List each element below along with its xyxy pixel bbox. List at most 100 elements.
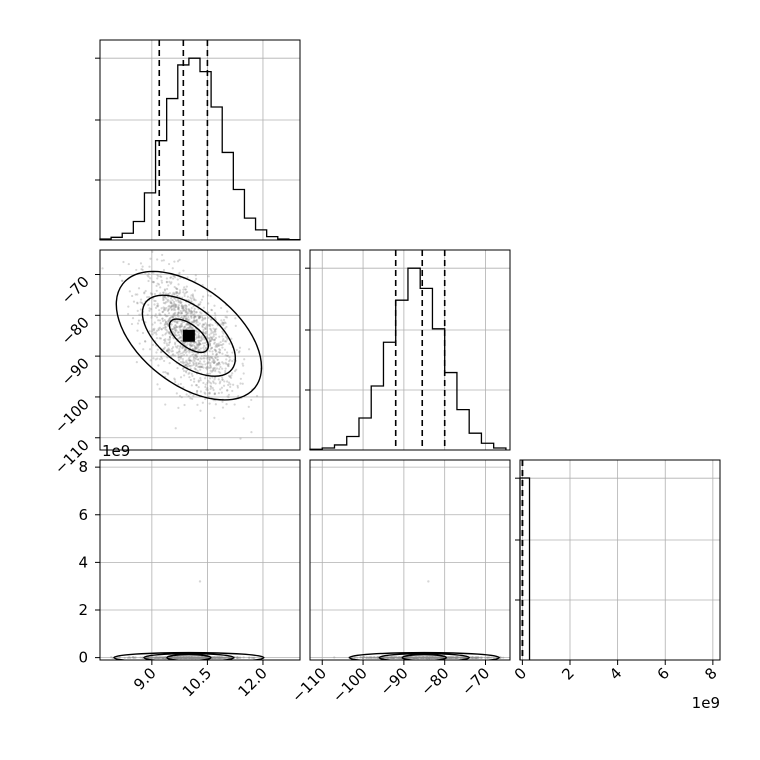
scatter-point [189,325,193,328]
scatter-point [367,656,371,659]
scatter-point [236,386,239,389]
scatter-point [435,656,438,659]
scatter-point [179,656,182,660]
scatter-point [223,656,227,659]
scatter-point [198,343,201,346]
scatter-point [149,277,152,280]
scatter-point [203,391,206,394]
scatter-point [208,340,211,343]
offset-label-x: 1e9 [692,694,720,712]
scatter-point [405,656,408,659]
scatter-point [422,656,425,659]
scatter-point [376,656,379,659]
scatter-point [184,656,187,660]
scatter-point [226,657,229,660]
scatter-point [188,656,191,659]
scatter-point [169,301,172,304]
scatter-point [448,656,451,659]
scatter-point [407,656,410,659]
scatter-point [205,325,208,328]
scatter-point [184,288,187,291]
scatter-point [199,379,202,382]
scatter-point [447,656,450,659]
scatter-point [430,656,434,659]
scatter-point [470,656,473,659]
scatter-point [165,349,168,353]
scatter-point [197,379,200,382]
scatter-point [192,314,195,317]
scatter-point [175,656,178,659]
scatter-point [425,656,429,659]
scatter-point [180,324,183,328]
scatter-point [234,324,237,327]
scatter-point [460,656,463,659]
scatter-point [176,656,179,659]
scatter-point [190,297,193,300]
scatter-point [188,326,191,330]
scatter-point [391,656,394,659]
scatter-point [204,397,207,401]
scatter-point [455,656,458,659]
scatter-point [201,323,204,326]
scatter-point [414,656,418,660]
scatter-point [164,323,167,326]
scatter-point [205,355,208,358]
marginal-panel-1 [305,249,511,451]
scatter-point [170,323,173,326]
scatter-point [386,656,389,659]
scatter-point [433,656,436,659]
scatter-point [186,656,189,659]
scatter-point [386,656,389,659]
scatter-point [206,656,209,659]
scatter-point [209,294,212,298]
scatter-point [226,336,229,340]
scatter-point [173,293,176,296]
joint-panel-2-1-grid [310,460,510,660]
scatter-point [414,656,418,659]
scatter-point [193,309,196,312]
scatter-point [191,656,195,659]
scatter-point [208,337,211,340]
panels [95,39,721,661]
scatter-point [221,339,224,343]
scatter-point [199,357,202,360]
scatter-point [183,292,186,296]
scatter-point [174,657,177,660]
scatter-point [155,284,158,287]
scatter-point [422,656,425,659]
scatter-point [455,656,458,659]
scatter-point [392,656,395,660]
scatter-point [211,357,215,360]
scatter-point [202,656,205,659]
scatter-point [422,656,425,659]
scatter-point [423,656,426,659]
scatter-point [191,294,195,298]
scatter-point [231,372,234,375]
scatter-point [206,372,209,375]
joint-panel-2-0-grid [100,460,300,660]
scatter-point [424,656,427,659]
scatter-point [173,656,176,659]
scatter-point [459,656,462,659]
scatter-point [222,362,225,365]
scatter-point [185,656,188,659]
scatter-point [176,367,179,370]
scatter-point [199,656,202,659]
scatter-point [183,326,186,329]
scatter-point [425,656,428,659]
scatter-point [140,301,144,304]
scatter-point [428,656,431,659]
scatter-point [187,312,190,315]
scatter-point [204,322,207,325]
scatter-point [188,656,191,659]
scatter-point [195,318,198,321]
scatter-point [161,310,164,314]
scatter-point [175,656,178,659]
scatter-point [225,656,228,659]
scatter-point [173,320,176,323]
scatter-point [168,318,171,321]
scatter-point [386,656,389,659]
scatter-point [176,656,179,659]
scatter-point [175,656,178,659]
scatter-point [447,656,450,659]
